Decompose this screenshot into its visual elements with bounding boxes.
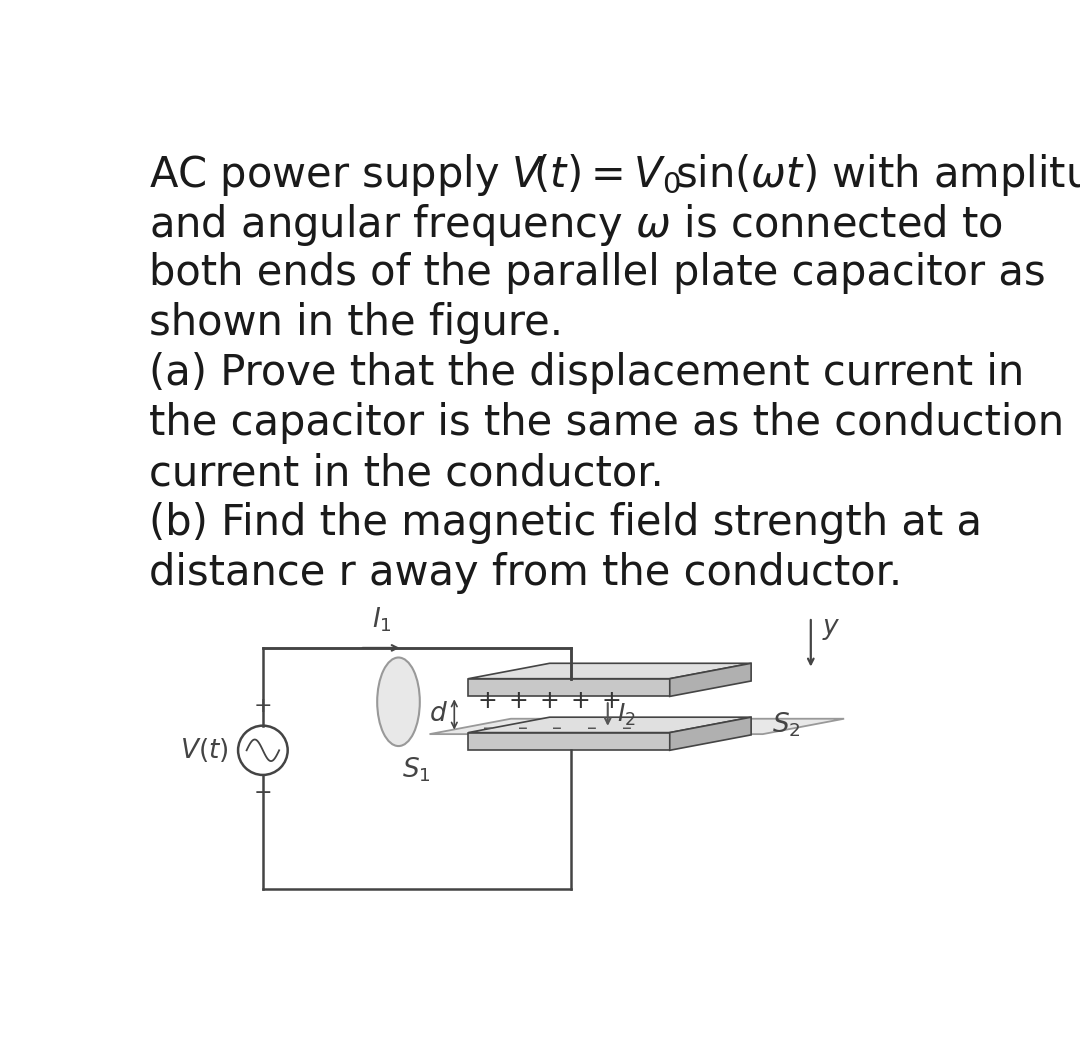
Text: shown in the figure.: shown in the figure.: [149, 302, 563, 344]
Text: –: –: [483, 720, 492, 738]
Text: (b) Find the magnetic field strength at a: (b) Find the magnetic field strength at …: [149, 502, 982, 544]
Text: –: –: [622, 720, 632, 738]
Text: +: +: [602, 689, 621, 713]
Polygon shape: [430, 718, 845, 734]
Text: $S_1$: $S_1$: [403, 755, 431, 784]
Text: +: +: [509, 689, 528, 713]
Text: +: +: [570, 689, 591, 713]
Text: −: −: [254, 783, 272, 803]
Polygon shape: [469, 664, 751, 678]
Polygon shape: [670, 717, 751, 750]
Text: –: –: [553, 720, 563, 738]
Text: AC power supply $V\!(t)=V_0\!\sin(\omega t)$ with amplitude $V_0$: AC power supply $V\!(t)=V_0\!\sin(\omega…: [149, 152, 1080, 198]
Text: +: +: [477, 689, 498, 713]
Text: $d$: $d$: [429, 702, 448, 728]
Polygon shape: [469, 717, 751, 732]
Text: $V(t)$: $V(t)$: [180, 736, 229, 764]
Ellipse shape: [377, 657, 420, 746]
Polygon shape: [469, 678, 670, 696]
Text: $y$: $y$: [822, 615, 840, 641]
Text: +: +: [254, 696, 272, 716]
Polygon shape: [469, 732, 670, 750]
Text: current in the conductor.: current in the conductor.: [149, 453, 664, 495]
Text: $S_2$: $S_2$: [772, 711, 800, 740]
Text: $I_1$: $I_1$: [372, 606, 391, 634]
Text: –: –: [588, 720, 597, 738]
Text: +: +: [540, 689, 559, 713]
Text: both ends of the parallel plate capacitor as: both ends of the parallel plate capacito…: [149, 252, 1045, 294]
Text: and angular frequency $\omega$ is connected to: and angular frequency $\omega$ is connec…: [149, 203, 1002, 248]
Polygon shape: [670, 664, 751, 696]
Text: (a) Prove that the displacement current in: (a) Prove that the displacement current …: [149, 352, 1024, 395]
Text: $I_2$: $I_2$: [617, 702, 636, 728]
Text: distance r away from the conductor.: distance r away from the conductor.: [149, 553, 902, 594]
Text: –: –: [517, 720, 527, 738]
Text: the capacitor is the same as the conduction: the capacitor is the same as the conduct…: [149, 402, 1064, 444]
